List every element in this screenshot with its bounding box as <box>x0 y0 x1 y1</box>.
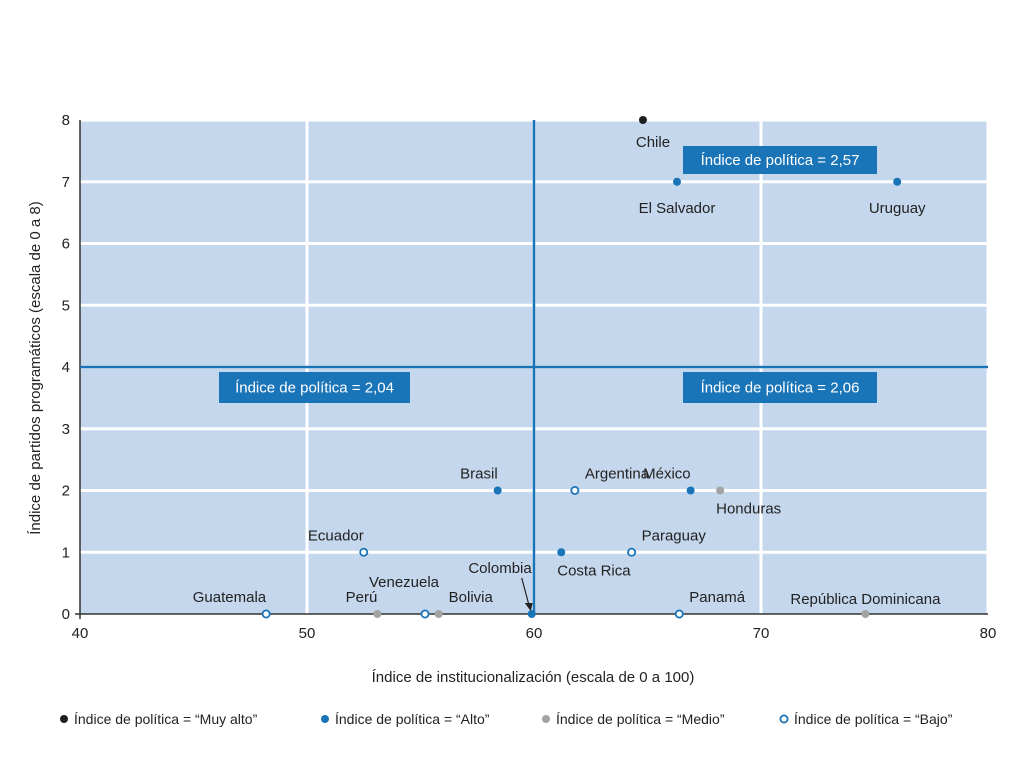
data-point <box>570 485 580 495</box>
reference-lines <box>80 120 988 614</box>
legend-marker <box>60 715 68 723</box>
point-labels: Chile El Salvador Uruguay Brasil ArgentinaMé… <box>193 134 941 611</box>
data-point <box>557 548 566 557</box>
data-point <box>359 547 369 557</box>
point-label: República Dominicana <box>790 591 941 608</box>
annotation-text: Índice de política = 2,04 <box>235 380 394 397</box>
point-label: Costa Rica <box>557 562 631 579</box>
point-label: Argentina <box>585 466 650 483</box>
data-point <box>673 177 682 186</box>
data-point <box>638 116 647 124</box>
legend-label: Índice de política = “Medio” <box>556 711 725 727</box>
x-axis-title: Índice de institucionalización (escala d… <box>372 669 695 686</box>
point-label: Perú <box>346 589 378 606</box>
y-tick-label: 4 <box>62 359 70 376</box>
point-label: Honduras <box>716 501 781 518</box>
data-point <box>434 610 443 618</box>
legend-marker <box>542 715 550 723</box>
annotation-box <box>683 146 877 174</box>
point-label: México <box>643 466 691 483</box>
data-point <box>686 486 695 495</box>
y-tick-label: 0 <box>62 606 70 623</box>
point-label: Ecuador <box>308 527 364 544</box>
x-tick-label: 80 <box>980 625 997 642</box>
legend-marker <box>321 715 329 723</box>
legend-label: Índice de política = “Alto” <box>335 711 490 727</box>
data-point <box>893 177 902 186</box>
point-label: Chile <box>636 134 670 151</box>
data-point <box>261 609 271 619</box>
data-point <box>527 610 536 618</box>
legend-label: Índice de política = “Muy alto” <box>74 711 258 727</box>
point-label: Panamá <box>689 589 746 606</box>
annotation-box <box>219 372 410 403</box>
point-label: Bolivia <box>449 589 494 606</box>
data-point <box>493 486 502 495</box>
x-tick-label: 50 <box>299 625 316 642</box>
point-label: Uruguay <box>869 200 926 217</box>
tick-labels: 40 50 60 70 80 0 1 2 3 4 5 6 7 8 <box>62 112 997 642</box>
x-tick-label: 40 <box>72 625 89 642</box>
annotation-text: Índice de política = 2,57 <box>701 152 860 169</box>
y-tick-label: 3 <box>62 421 70 438</box>
y-tick-label: 2 <box>62 483 70 500</box>
point-label: Venezuela <box>369 574 440 591</box>
data-point <box>716 486 725 495</box>
x-tick-label: 70 <box>753 625 770 642</box>
y-tick-label: 8 <box>62 112 70 129</box>
legend: Índice de política = “Muy alto” Índice de… <box>60 711 953 727</box>
y-axis-title: Índice de partidos programáticos (escala… <box>27 201 44 535</box>
data-points <box>261 116 902 619</box>
y-tick-label: 5 <box>62 297 70 314</box>
data-point <box>674 609 684 619</box>
annotation-boxes: Índice de política = 2,57 Índice de polít… <box>219 146 877 403</box>
data-point <box>373 610 382 618</box>
legend-marker <box>779 714 789 724</box>
annotation-text: Índice de política = 2,06 <box>701 380 860 397</box>
data-point <box>420 609 430 619</box>
point-label: Guatemala <box>193 589 267 606</box>
point-label: El Salvador <box>639 200 716 217</box>
data-point <box>861 610 870 618</box>
point-label: Colombia <box>468 560 532 577</box>
annotation-box <box>683 372 877 403</box>
data-point <box>627 547 637 557</box>
legend-label: Índice de política = “Bajo” <box>794 711 953 727</box>
y-tick-label: 1 <box>62 544 70 561</box>
x-tick-label: 60 <box>526 625 543 642</box>
y-tick-label: 7 <box>62 174 70 191</box>
leader-arrow <box>524 603 533 611</box>
point-label: Brasil <box>460 466 498 483</box>
y-tick-label: 6 <box>62 236 70 253</box>
point-label: Paraguay <box>642 527 707 544</box>
